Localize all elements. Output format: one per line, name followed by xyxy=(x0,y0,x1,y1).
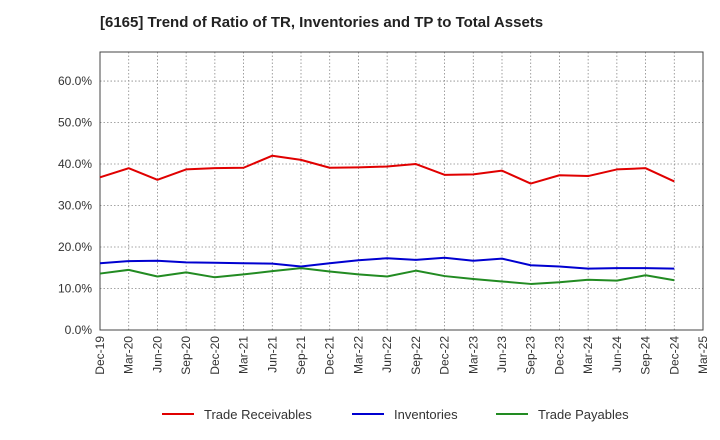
x-tick-label: Sep-20 xyxy=(179,336,193,375)
x-tick-label: Mar-21 xyxy=(237,336,251,374)
series-line-trade-payables xyxy=(99,267,675,285)
y-tick-label: 30.0% xyxy=(58,199,92,213)
x-tick-label: Mar-24 xyxy=(581,336,595,374)
x-tick-label: Dec-19 xyxy=(93,336,107,375)
x-tick-label: Mar-22 xyxy=(351,336,365,374)
legend-label: Inventories xyxy=(394,407,458,422)
x-tick-label: Sep-23 xyxy=(524,336,538,375)
legend-label: Trade Payables xyxy=(538,407,629,422)
x-tick-label: Mar-20 xyxy=(122,336,136,374)
x-tick-label: Dec-24 xyxy=(667,336,681,375)
y-tick-label: 40.0% xyxy=(58,157,92,171)
y-tick-label: 0.0% xyxy=(65,323,93,337)
x-tick-label: Dec-22 xyxy=(438,336,452,375)
plot-frame xyxy=(99,51,704,331)
x-tick-label: Sep-22 xyxy=(409,336,423,375)
x-tick-label: Jun-24 xyxy=(610,336,624,373)
x-tick-label: Mar-25 xyxy=(696,336,710,374)
x-tick-label: Mar-23 xyxy=(466,336,480,374)
x-tick-label: Sep-21 xyxy=(294,336,308,375)
x-tick-label: Dec-21 xyxy=(323,336,337,375)
legend-label: Trade Receivables xyxy=(204,407,312,422)
x-tick-label: Jun-23 xyxy=(495,336,509,373)
x-tick-label: Dec-23 xyxy=(552,336,566,375)
series-line-inventories xyxy=(99,256,675,270)
x-tick-label: Dec-20 xyxy=(208,336,222,375)
x-tick-label: Jun-20 xyxy=(150,336,164,373)
y-tick-label: 20.0% xyxy=(58,240,92,254)
series-line-trade-receivables xyxy=(99,154,675,185)
y-tick-label: 10.0% xyxy=(58,282,92,296)
y-tick-label: 60.0% xyxy=(58,74,92,88)
chart-title: [6165] Trend of Ratio of TR, Inventories… xyxy=(100,14,544,31)
x-tick-label: Jun-21 xyxy=(265,336,279,373)
y-tick-label: 50.0% xyxy=(58,116,92,130)
x-tick-label: Sep-24 xyxy=(639,336,653,375)
x-tick-label: Jun-22 xyxy=(380,336,394,373)
